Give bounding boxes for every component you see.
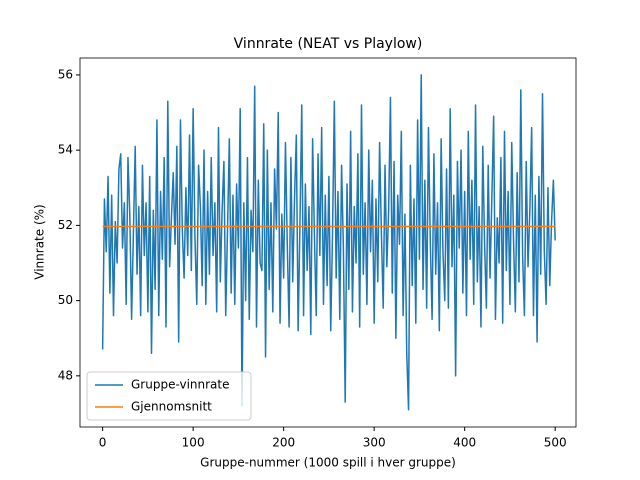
series-line: [101, 74, 556, 411]
x-tick-label: 200: [272, 436, 295, 450]
legend-label: Gruppe-vinnrate: [131, 378, 229, 392]
x-tick-label: 400: [453, 436, 476, 450]
x-tick-label: 0: [99, 436, 107, 450]
x-tick-label: 100: [182, 436, 205, 450]
x-tick-label: 300: [363, 436, 386, 450]
y-axis-label: Vinnrate (%): [33, 204, 47, 279]
y-tick-label: 52: [58, 218, 73, 232]
chart-title: Vinnrate (NEAT vs Playlow): [234, 36, 423, 52]
x-tick-label: 500: [544, 436, 567, 450]
y-tick-label: 50: [58, 293, 73, 307]
y-tick-label: 54: [58, 143, 73, 157]
x-axis-label: Gruppe-nummer (1000 spill i hver gruppe): [200, 456, 456, 470]
y-tick-label: 56: [58, 67, 73, 81]
legend-label: Gjennomsnitt: [131, 400, 212, 414]
plot-frame: [79, 57, 577, 428]
legend-box: [86, 371, 252, 421]
y-tick-label: 48: [58, 368, 73, 382]
